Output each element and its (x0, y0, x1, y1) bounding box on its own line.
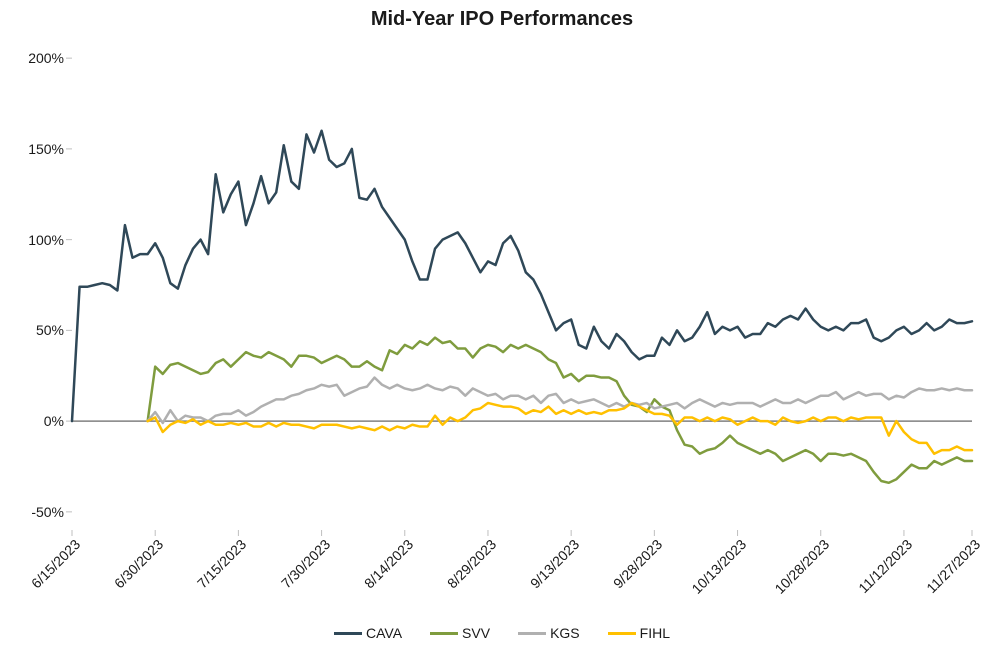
legend-item-kgs: KGS (518, 625, 580, 641)
legend-item-cava: CAVA (334, 625, 402, 641)
plot-svg (72, 40, 972, 530)
y-tick-label: 0% (44, 413, 64, 429)
legend-swatch-svv (430, 632, 458, 635)
legend-label-fihl: FIHL (640, 625, 670, 641)
legend: CAVA SVV KGS FIHL (0, 625, 1004, 641)
series-line-fihl (148, 403, 972, 454)
x-tick-label: 11/12/2023 (855, 536, 915, 596)
y-tick-label: 50% (36, 322, 64, 338)
x-tick-label: 7/15/2023 (194, 536, 249, 591)
y-tick-label: -50% (31, 504, 64, 520)
x-tick-label: 11/27/2023 (923, 536, 983, 596)
legend-swatch-kgs (518, 632, 546, 635)
y-tick-label: 100% (28, 232, 64, 248)
x-tick-label: 8/14/2023 (361, 536, 416, 591)
legend-item-fihl: FIHL (608, 625, 670, 641)
legend-label-svv: SVV (462, 625, 490, 641)
legend-label-kgs: KGS (550, 625, 580, 641)
y-tick-label: 200% (28, 50, 64, 66)
y-tick-label: 150% (28, 141, 64, 157)
plot-area: -50%0%50%100%150%200%6/15/20236/30/20237… (72, 40, 972, 530)
chart-root: Mid-Year IPO Performances -50%0%50%100%1… (0, 0, 1004, 649)
chart-title: Mid-Year IPO Performances (0, 8, 1004, 31)
legend-label-cava: CAVA (366, 625, 402, 641)
x-tick-label: 10/28/2023 (771, 536, 832, 597)
x-tick-label: 8/29/2023 (444, 536, 499, 591)
x-tick-label: 9/28/2023 (610, 536, 665, 591)
x-tick-label: 9/13/2023 (527, 536, 582, 591)
series-line-svv (148, 338, 972, 483)
legend-item-svv: SVV (430, 625, 490, 641)
legend-swatch-cava (334, 632, 362, 635)
series-line-cava (72, 131, 972, 421)
x-tick-label: 7/30/2023 (278, 536, 333, 591)
series-line-kgs (148, 378, 972, 423)
x-tick-label: 6/30/2023 (111, 536, 166, 591)
legend-swatch-fihl (608, 632, 636, 635)
x-tick-label: 10/13/2023 (688, 536, 749, 597)
x-tick-label: 6/15/2023 (28, 536, 83, 591)
